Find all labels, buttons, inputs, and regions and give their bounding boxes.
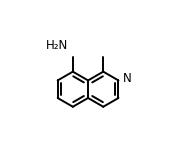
Text: N: N [123, 72, 132, 85]
Text: H₂N: H₂N [46, 39, 68, 52]
